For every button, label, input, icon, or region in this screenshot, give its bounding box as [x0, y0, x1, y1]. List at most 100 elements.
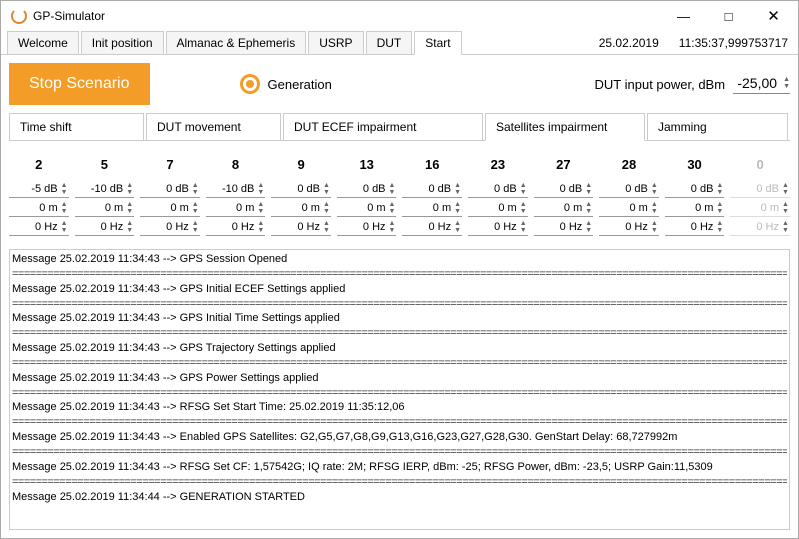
spinner-up-icon[interactable]: ▲	[126, 201, 133, 208]
satellite-freq-stepper[interactable]: 0 Hz▲▼	[140, 220, 200, 236]
spinner-up-icon[interactable]: ▲	[389, 182, 396, 189]
satellite-atten-stepper[interactable]: -5 dB▲▼	[9, 182, 69, 198]
maximize-button[interactable]: □	[706, 2, 751, 31]
spinner-up-icon[interactable]: ▲	[257, 182, 264, 189]
spinner-up-icon[interactable]: ▲	[126, 220, 133, 227]
satellite-freq-stepper[interactable]: 0 Hz▲▼	[468, 220, 528, 236]
satellite-freq-stepper[interactable]: 0 Hz▲▼	[206, 220, 266, 236]
spinner-down-icon[interactable]: ▼	[520, 227, 527, 234]
tab-start[interactable]: Start	[414, 31, 461, 55]
spinner-up-icon[interactable]: ▲	[323, 201, 330, 208]
minimize-button[interactable]: —	[661, 2, 706, 31]
spinner-down-icon[interactable]: ▼	[192, 227, 199, 234]
spinner-up-icon[interactable]: ▲	[192, 201, 199, 208]
spinner-up-icon[interactable]: ▲	[192, 220, 199, 227]
subtab-dut-ecef-impairment[interactable]: DUT ECEF impairment	[283, 113, 483, 140]
spinner-down-icon[interactable]: ▼	[389, 189, 396, 196]
spinner-up-icon[interactable]: ▲	[323, 182, 330, 189]
spinner-down-icon[interactable]: ▼	[454, 208, 461, 215]
spinner-up-icon[interactable]: ▲	[61, 201, 68, 208]
spinner-down-icon[interactable]: ▼	[192, 189, 199, 196]
subtab-dut-movement[interactable]: DUT movement	[146, 113, 281, 140]
spinner-up-icon[interactable]: ▲	[389, 220, 396, 227]
subtab-jamming[interactable]: Jamming	[647, 113, 788, 140]
spinner-up-icon[interactable]: ▲	[257, 201, 264, 208]
spinner-up-icon[interactable]: ▲	[585, 182, 592, 189]
satellite-dist-stepper[interactable]: 0 m▲▼	[140, 201, 200, 217]
spinner-up-icon[interactable]: ▲	[520, 201, 527, 208]
satellite-freq-stepper[interactable]: 0 Hz▲▼	[271, 220, 331, 236]
satellite-dist-stepper[interactable]: 0 m▲▼	[665, 201, 725, 217]
spinner-down-icon[interactable]: ▼	[585, 208, 592, 215]
spinner-up-icon[interactable]: ▲	[585, 220, 592, 227]
subtab-time-shift[interactable]: Time shift	[9, 113, 144, 140]
spinner-down-icon[interactable]: ▼	[454, 227, 461, 234]
spinner-down-icon[interactable]: ▼	[126, 208, 133, 215]
spinner-up-icon[interactable]: ▲	[716, 220, 723, 227]
satellite-dist-stepper[interactable]: 0 m▲▼	[206, 201, 266, 217]
satellite-freq-stepper[interactable]: 0 Hz▲▼	[402, 220, 462, 236]
spinner-down-icon[interactable]: ▼	[454, 189, 461, 196]
spinner-up-icon[interactable]: ▲	[520, 220, 527, 227]
satellite-freq-stepper[interactable]: 0 Hz▲▼	[665, 220, 725, 236]
spinner-up-icon[interactable]: ▲	[61, 182, 68, 189]
spinner-down-icon[interactable]: ▼	[61, 189, 68, 196]
spinner-down-icon[interactable]: ▼	[126, 227, 133, 234]
spinner-up-icon[interactable]: ▲	[783, 76, 790, 83]
spinner-up-icon[interactable]: ▲	[389, 201, 396, 208]
tab-welcome[interactable]: Welcome	[7, 31, 79, 54]
satellite-atten-stepper[interactable]: -10 dB▲▼	[206, 182, 266, 198]
satellite-dist-stepper[interactable]: 0 m▲▼	[75, 201, 135, 217]
spinner-up-icon[interactable]: ▲	[61, 220, 68, 227]
spinner-down-icon[interactable]: ▼	[389, 227, 396, 234]
tab-init-position[interactable]: Init position	[81, 31, 164, 54]
satellite-freq-stepper[interactable]: 0 Hz▲▼	[9, 220, 69, 236]
satellite-atten-stepper[interactable]: 0 dB▲▼	[402, 182, 462, 198]
satellite-atten-stepper[interactable]: 0 dB▲▼	[140, 182, 200, 198]
satellite-freq-stepper[interactable]: 0 Hz▲▼	[75, 220, 135, 236]
satellite-atten-stepper[interactable]: 0 dB▲▼	[271, 182, 331, 198]
satellite-atten-stepper[interactable]: 0 dB▲▼	[665, 182, 725, 198]
satellite-atten-stepper[interactable]: 0 dB▲▼	[337, 182, 397, 198]
spinner-up-icon[interactable]: ▲	[716, 201, 723, 208]
spinner-up-icon[interactable]: ▲	[454, 201, 461, 208]
satellite-dist-stepper[interactable]: 0 m▲▼	[599, 201, 659, 217]
satellite-atten-stepper[interactable]: -10 dB▲▼	[75, 182, 135, 198]
spinner-down-icon[interactable]: ▼	[257, 227, 264, 234]
spinner-down-icon[interactable]: ▼	[126, 189, 133, 196]
spinner-down-icon[interactable]: ▼	[716, 227, 723, 234]
spinner-up-icon[interactable]: ▲	[257, 220, 264, 227]
satellite-dist-stepper[interactable]: 0 m▲▼	[9, 201, 69, 217]
spinner-down-icon[interactable]: ▼	[585, 189, 592, 196]
dut-power-stepper[interactable]: -25,00 ▲▼	[733, 75, 790, 94]
satellite-dist-stepper[interactable]: 0 m▲▼	[534, 201, 594, 217]
spinner-up-icon[interactable]: ▲	[323, 220, 330, 227]
spinner-down-icon[interactable]: ▼	[257, 189, 264, 196]
spinner-up-icon[interactable]: ▲	[651, 201, 658, 208]
satellite-dist-stepper[interactable]: 0 m▲▼	[402, 201, 462, 217]
spinner-down-icon[interactable]: ▼	[389, 208, 396, 215]
spinner-down-icon[interactable]: ▼	[783, 83, 790, 90]
spinner-down-icon[interactable]: ▼	[651, 208, 658, 215]
satellite-dist-stepper[interactable]: 0 m▲▼	[468, 201, 528, 217]
satellite-dist-stepper[interactable]: 0 m▲▼	[337, 201, 397, 217]
spinner-down-icon[interactable]: ▼	[192, 208, 199, 215]
spinner-down-icon[interactable]: ▼	[323, 189, 330, 196]
tab-dut[interactable]: DUT	[366, 31, 413, 54]
satellite-freq-stepper[interactable]: 0 Hz▲▼	[337, 220, 397, 236]
spinner-down-icon[interactable]: ▼	[323, 208, 330, 215]
satellite-atten-stepper[interactable]: 0 dB▲▼	[534, 182, 594, 198]
tab-almanac-ephemeris[interactable]: Almanac & Ephemeris	[166, 31, 307, 54]
spinner-up-icon[interactable]: ▲	[192, 182, 199, 189]
spinner-down-icon[interactable]: ▼	[323, 227, 330, 234]
spinner-up-icon[interactable]: ▲	[454, 220, 461, 227]
spinner-up-icon[interactable]: ▲	[454, 182, 461, 189]
spinner-down-icon[interactable]: ▼	[61, 208, 68, 215]
spinner-up-icon[interactable]: ▲	[716, 182, 723, 189]
close-button[interactable]: ✕	[751, 2, 796, 31]
stop-scenario-button[interactable]: Stop Scenario	[9, 63, 150, 105]
satellite-atten-stepper[interactable]: 0 dB▲▼	[468, 182, 528, 198]
log-panel[interactable]: Message 25.02.2019 11:34:43 --> GPS Sess…	[9, 249, 790, 530]
tab-usrp[interactable]: USRP	[308, 31, 363, 54]
spinner-down-icon[interactable]: ▼	[651, 227, 658, 234]
